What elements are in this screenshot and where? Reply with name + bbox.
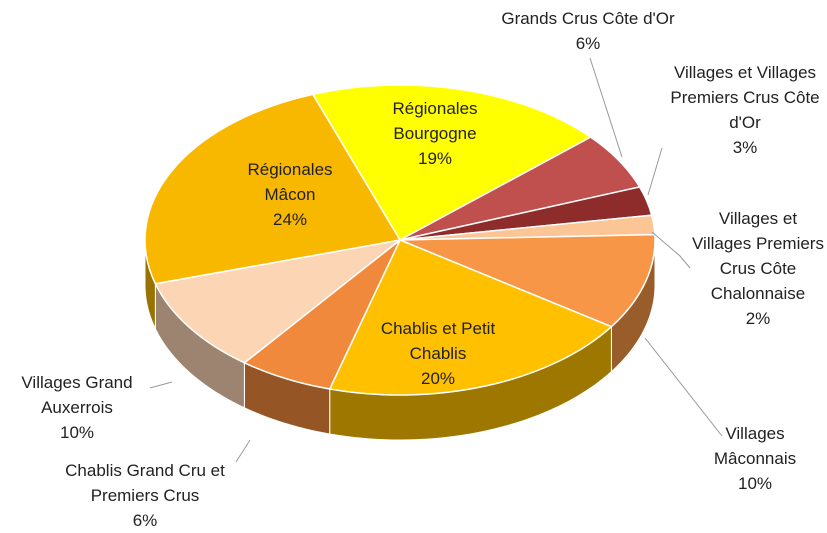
- value-label: 10%: [737, 474, 773, 493]
- data-label: Régionales Mâcon 24%: [235, 157, 345, 232]
- data-label: Villages et Villages Premiers Crus Côte …: [670, 60, 820, 160]
- value-label: 19%: [417, 149, 453, 168]
- value-label: 2%: [745, 309, 771, 328]
- category-label: Villages et Villages Premiers Crus Côte …: [670, 63, 820, 132]
- data-label: Villages et Villages Premiers Crus Côte …: [688, 206, 827, 331]
- slice: [328, 239, 613, 396]
- leader-line: [644, 337, 723, 437]
- data-label: Régionales Bourgogne 19%: [375, 96, 495, 171]
- leader-line: [149, 381, 173, 389]
- slice: [144, 93, 402, 285]
- value-label: 24%: [272, 210, 308, 229]
- value-label: 6%: [132, 511, 158, 530]
- leader-line: [235, 439, 251, 463]
- data-label: Villages Grand Auxerrois 10%: [2, 370, 152, 445]
- leader-line: [647, 147, 663, 196]
- category-label: Régionales Mâcon: [247, 160, 333, 204]
- data-label: Chablis et Petit Chablis 20%: [368, 316, 508, 391]
- data-label: Grands Crus Côte d'Or 6%: [458, 6, 718, 56]
- value-label: 10%: [59, 423, 95, 442]
- category-label: Chablis Grand Cru et Premiers Crus: [65, 461, 225, 505]
- slice: [154, 239, 401, 364]
- category-label: Villages Mâconnais: [713, 424, 797, 468]
- value-label: 3%: [732, 138, 758, 157]
- data-label: Chablis Grand Cru et Premiers Crus 6%: [38, 458, 253, 533]
- slice: [399, 233, 656, 328]
- value-label: 20%: [420, 369, 456, 388]
- data-label: Villages Mâconnais 10%: [695, 421, 815, 496]
- leader-line: [589, 57, 623, 158]
- category-label: Régionales Bourgogne: [392, 99, 478, 143]
- category-label: Grands Crus Côte d'Or: [501, 9, 675, 28]
- slice: [311, 84, 593, 242]
- category-label: Chablis et Petit Chablis: [380, 319, 496, 363]
- leader-line: [651, 231, 691, 269]
- value-label: 6%: [575, 34, 601, 53]
- category-label: Villages et Villages Premiers Crus Côte …: [692, 209, 824, 303]
- category-label: Villages Grand Auxerrois: [21, 373, 133, 417]
